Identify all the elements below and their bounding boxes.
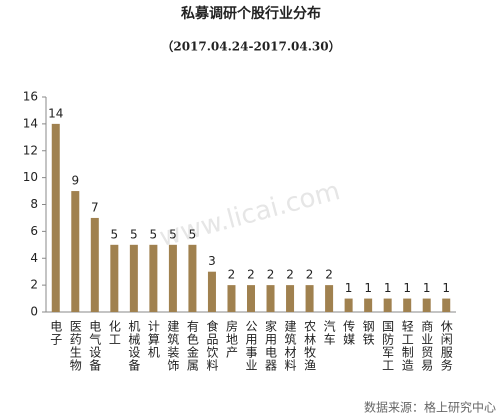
chart-title: 私募调研个股行业分布 (181, 5, 321, 22)
y-tick-label: 2 (30, 278, 38, 292)
data-label: 1 (345, 281, 353, 295)
x-tick-label: 计算机 (146, 320, 160, 359)
x-tick-label: 建筑材料 (283, 320, 297, 372)
bar (188, 244, 197, 312)
bar (227, 285, 236, 312)
y-tick-label: 8 (30, 197, 38, 211)
x-tick-label: 医药生物 (68, 320, 82, 372)
x-tick-label: 传媒 (342, 319, 356, 346)
x-tick-label: 化工 (107, 320, 121, 346)
data-label: 5 (150, 227, 158, 241)
bar (422, 298, 431, 312)
x-tick-label: 休闲服务 (439, 320, 453, 372)
data-label: 5 (189, 227, 197, 241)
bar (344, 298, 353, 312)
data-label: 5 (111, 227, 119, 241)
data-label: 3 (208, 254, 216, 268)
watermark: www.licai.com (156, 176, 343, 253)
bar (71, 191, 80, 312)
bar (51, 123, 60, 312)
x-tick-label: 建筑装饰 (166, 320, 180, 372)
x-tick-label: 钢铁 (361, 320, 375, 346)
y-tick-label: 14 (23, 116, 38, 130)
data-label: 7 (91, 200, 99, 214)
data-label: 2 (325, 268, 333, 282)
y-tick-label: 16 (23, 90, 38, 104)
bar (90, 217, 99, 312)
x-tick-label: 国防军工 (381, 320, 395, 372)
y-tick-label: 10 (23, 170, 38, 184)
data-label: 1 (423, 281, 431, 295)
x-tick-label: 食品饮料 (205, 319, 219, 372)
data-label: 9 (71, 174, 79, 188)
bar (207, 271, 216, 312)
data-label: 2 (247, 268, 255, 282)
chart-subtitle: （2017.04.24-2017.04.30） (161, 39, 340, 54)
data-label: 14 (48, 106, 63, 120)
data-label: 1 (364, 281, 372, 295)
y-tick-label: 6 (30, 224, 38, 238)
x-tick-label: 机械设备 (127, 320, 141, 372)
data-label: 5 (130, 227, 138, 241)
y-tick-label: 12 (23, 143, 38, 157)
bar (325, 285, 334, 312)
y-tick-label: 4 (30, 251, 38, 265)
bar (149, 244, 158, 312)
data-label: 1 (384, 281, 392, 295)
bar (305, 285, 314, 312)
data-label: 2 (286, 268, 294, 282)
data-label: 2 (306, 268, 314, 282)
data-label: 2 (228, 268, 236, 282)
x-tick-label: 有色金属 (185, 320, 199, 372)
bar (442, 298, 451, 312)
bar (129, 244, 138, 312)
bar (403, 298, 412, 312)
x-tick-label: 电气设备 (88, 320, 102, 372)
x-tick-label: 商业贸易 (420, 319, 434, 372)
bar (266, 285, 275, 312)
data-label: 2 (267, 268, 275, 282)
x-tick-label: 公用事业 (244, 320, 258, 372)
bar (286, 285, 295, 312)
source-note: 数据来源：格上研究中心 (364, 400, 496, 415)
bar (247, 285, 255, 312)
data-label: 1 (403, 281, 411, 295)
bar (364, 298, 373, 312)
data-label: 5 (169, 227, 177, 241)
x-tick-label: 家用电器 (264, 319, 278, 372)
bar (168, 244, 177, 312)
x-tick-label: 电子 (49, 320, 63, 346)
y-tick-label: 0 (30, 305, 38, 319)
x-tick-label: 汽车 (322, 319, 336, 346)
x-tick-label: 轻工制造 (400, 320, 414, 372)
bar (383, 298, 392, 312)
bar (110, 244, 119, 312)
x-tick-label: 农林牧渔 (303, 320, 317, 372)
x-tick-label: 房地产 (224, 319, 238, 359)
data-label: 1 (442, 281, 450, 295)
